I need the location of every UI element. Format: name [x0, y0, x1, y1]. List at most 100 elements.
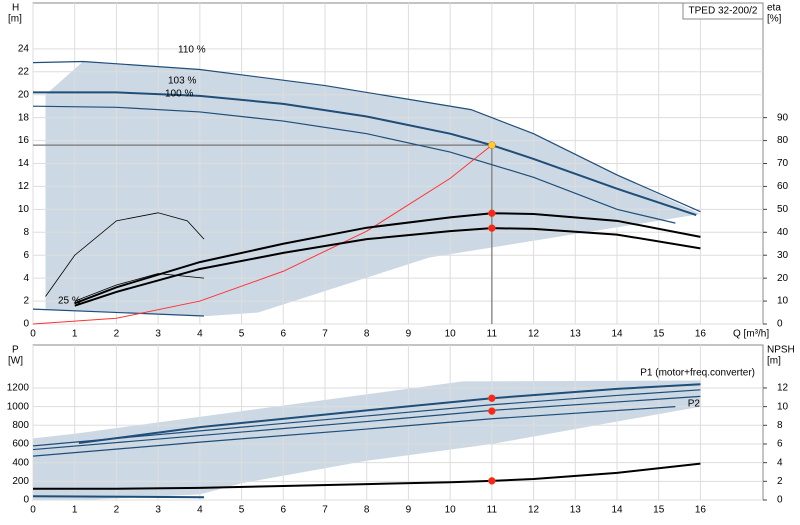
x-tick-label: 12: [528, 329, 540, 340]
annotation: 100 %: [165, 89, 193, 100]
annotation: P1 (motor+freq.converter): [640, 368, 755, 379]
y-tick-label: 12: [18, 181, 30, 192]
x-tick-label: 15: [653, 505, 665, 516]
curve: [32, 60, 701, 213]
annotation: 25 %: [58, 296, 81, 307]
y2-tick-label: 60: [777, 181, 789, 192]
y-axis-label: P: [12, 345, 19, 356]
y-axis-label: H: [12, 3, 19, 14]
x-tick-label: 5: [239, 329, 245, 340]
x-tick-label: 10: [445, 329, 457, 340]
duty-point: [488, 141, 496, 149]
y2-tick-label: 8: [777, 420, 783, 431]
y-tick-label: 200: [12, 476, 29, 487]
y2-tick-label: 6: [777, 439, 783, 450]
duty-point: [488, 407, 496, 415]
x-tick-label: 14: [611, 329, 623, 340]
y-tick-label: 10: [18, 204, 30, 215]
x-tick-label: 8: [364, 329, 370, 340]
duty-point: [488, 224, 496, 232]
y-axis-unit: [W]: [8, 356, 23, 367]
y2-axis-label: eta: [767, 3, 781, 14]
y-tick-label: 22: [18, 66, 30, 77]
x-tick-label: 1: [72, 505, 78, 516]
duty-point: [488, 394, 496, 402]
y2-tick-label: 80: [777, 135, 789, 146]
y-tick-label: 400: [12, 457, 29, 468]
x-tick-label: 1: [72, 329, 78, 340]
y2-tick-label: 2: [777, 476, 783, 487]
y2-tick-label: 10: [777, 401, 789, 412]
y2-tick-label: 12: [777, 383, 789, 394]
y2-tick-label: 70: [777, 158, 789, 169]
annotation: 110 %: [178, 45, 206, 56]
curve: [45, 212, 205, 297]
curve: [32, 406, 676, 457]
y-tick-label: 8: [23, 227, 29, 238]
y-tick-label: 0: [23, 319, 29, 330]
y2-tick-label: 90: [777, 112, 789, 123]
x-axis-label: Q [m³/h]: [733, 329, 769, 340]
x-tick-label: 4: [197, 329, 203, 340]
x-tick-label: 13: [570, 329, 582, 340]
y-tick-label: 14: [18, 158, 30, 169]
x-tick-label: 10: [445, 505, 457, 516]
x-tick-label: 8: [364, 505, 370, 516]
curve: [74, 273, 205, 302]
y-tick-label: 1000: [7, 401, 30, 412]
x-tick-label: 9: [406, 329, 412, 340]
y2-tick-label: 0: [777, 319, 783, 330]
curve: [32, 395, 701, 451]
operating-area: [45, 61, 701, 316]
duty-point: [488, 209, 496, 218]
curve: [78, 383, 701, 445]
x-tick-label: 7: [322, 505, 328, 516]
y-tick-label: 6: [23, 250, 29, 261]
x-tick-label: 12: [528, 505, 540, 516]
y2-tick-label: 40: [777, 227, 789, 238]
curve: [32, 144, 493, 325]
y2-tick-label: 0: [777, 495, 783, 506]
x-tick-label: 0: [30, 329, 36, 340]
x-tick-label: 0: [30, 505, 36, 516]
y-tick-label: 800: [12, 420, 29, 431]
x-tick-label: 15: [653, 329, 665, 340]
y-tick-label: 0: [23, 495, 29, 506]
x-tick-label: 3: [155, 329, 161, 340]
annotation: P2: [688, 399, 701, 410]
chart-title: TPED 32-200/2: [689, 6, 758, 17]
x-tick-label: 11: [487, 329, 498, 340]
y2-tick-label: 20: [777, 273, 789, 284]
x-tick-label: 7: [322, 329, 328, 340]
y-tick-label: 4: [23, 273, 29, 284]
y-tick-label: 600: [12, 439, 29, 450]
y2-tick-label: 4: [777, 457, 783, 468]
x-tick-label: 16: [695, 505, 707, 516]
x-tick-label: 9: [406, 505, 412, 516]
x-tick-label: 6: [281, 329, 287, 340]
y-tick-label: 1200: [7, 383, 30, 394]
curve: [32, 105, 676, 224]
x-tick-label: 6: [281, 505, 287, 516]
x-tick-label: 13: [570, 505, 582, 516]
y2-axis-label: NPSH: [767, 345, 795, 356]
x-tick-label: 5: [239, 505, 245, 516]
y2-axis-unit: [m]: [767, 356, 781, 367]
curve: [74, 212, 701, 305]
x-tick-label: 2: [114, 505, 120, 516]
x-tick-label: 3: [155, 505, 161, 516]
y-axis-unit: [m]: [8, 14, 22, 25]
y2-axis-unit: [%]: [767, 14, 782, 25]
x-tick-label: 16: [695, 329, 707, 340]
y-tick-label: 20: [18, 89, 30, 100]
x-tick-label: 14: [611, 505, 623, 516]
y2-tick-label: 10: [777, 296, 789, 307]
y2-tick-label: 30: [777, 250, 789, 261]
x-tick-label: 2: [114, 329, 120, 340]
curve: [33, 462, 701, 490]
y-tick-label: 18: [18, 112, 30, 123]
curve: [33, 91, 697, 217]
curve: [32, 389, 701, 447]
x-tick-label: 4: [197, 505, 203, 516]
